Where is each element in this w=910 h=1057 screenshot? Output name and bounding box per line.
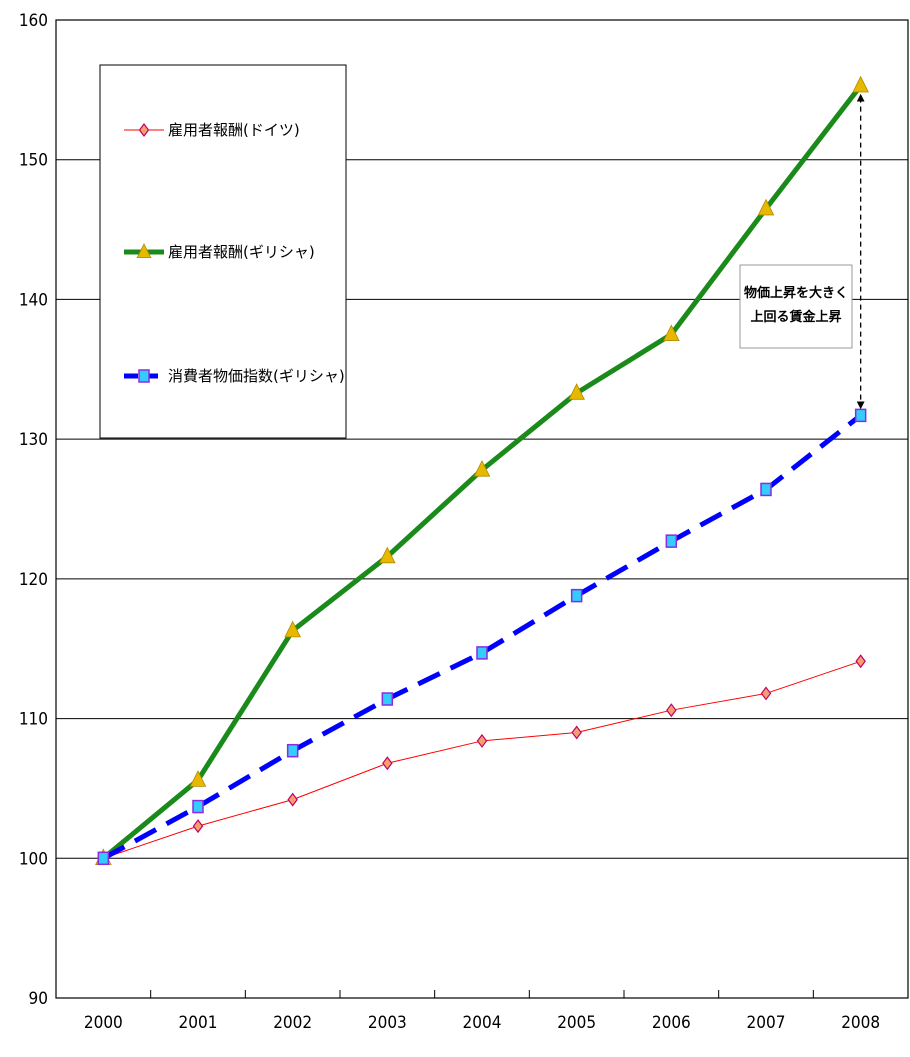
legend-label: 雇用者報酬(ギリシャ) <box>168 243 315 261</box>
legend-swatch-marker <box>136 243 152 259</box>
data-point <box>473 459 491 477</box>
y-tick-label: 150 <box>19 151 48 171</box>
plot-border <box>55 19 909 999</box>
data-point <box>284 620 301 638</box>
data-point <box>571 725 582 740</box>
data-point <box>476 646 488 660</box>
annotation-text: 物価上昇を大きく <box>744 285 848 301</box>
x-tick-label: 2001 <box>179 1013 218 1033</box>
data-point <box>666 703 677 718</box>
data-point <box>760 686 772 701</box>
annotation-box <box>739 264 853 349</box>
data-point <box>189 770 207 787</box>
y-tick-label: 90 <box>29 989 48 1009</box>
data-point <box>382 756 393 771</box>
legend-label: 消費者物価指数(ギリシャ) <box>168 367 345 385</box>
y-tick-label: 140 <box>19 290 48 310</box>
x-tick-label: 2003 <box>368 1013 407 1033</box>
series-line <box>102 413 863 861</box>
data-point <box>192 819 204 834</box>
series-line <box>103 660 861 859</box>
x-tick-label: 2008 <box>841 1013 880 1033</box>
data-point <box>568 383 585 400</box>
data-point <box>97 851 110 866</box>
data-point <box>665 534 678 548</box>
x-tick-label: 2000 <box>84 1013 123 1033</box>
x-tick-label: 2005 <box>557 1013 596 1033</box>
y-tick-label: 100 <box>19 849 48 869</box>
legend-label: 雇用者報酬(ドイツ) <box>168 121 300 139</box>
legend-swatch-marker <box>138 369 150 383</box>
y-tick-label: 120 <box>19 570 48 590</box>
data-point <box>286 743 299 758</box>
annotation-text: 上回る賃金上昇 <box>750 309 841 325</box>
series-group <box>95 75 869 866</box>
data-point <box>855 654 866 669</box>
data-point <box>757 198 775 216</box>
data-point <box>852 75 869 93</box>
data-point <box>476 733 488 748</box>
data-point <box>570 588 583 603</box>
data-point <box>381 692 394 706</box>
x-tick-label: 2002 <box>273 1013 312 1033</box>
legend: 雇用者報酬(ドイツ) 雇用者報酬(ギリシャ) 消費者物価指数(ギリシャ) <box>99 64 347 439</box>
x-tick-label: 2007 <box>747 1013 786 1033</box>
series-2 <box>97 408 867 866</box>
data-point <box>287 792 298 807</box>
legend-swatch-marker <box>138 123 150 137</box>
y-tick-label: 110 <box>19 710 48 730</box>
axes: 90 100 110 120 130 140 150 160 2000 2001 2002 2003 2… <box>19 11 909 1033</box>
data-point <box>192 799 204 814</box>
data-point <box>854 408 867 423</box>
x-tick-label: 2004 <box>463 1013 502 1033</box>
y-tick-label: 130 <box>19 430 48 450</box>
data-point <box>760 482 772 497</box>
data-point <box>663 324 680 342</box>
data-point <box>379 546 396 564</box>
y-tick-label: 160 <box>19 11 48 31</box>
x-tick-label: 2006 <box>652 1013 691 1033</box>
